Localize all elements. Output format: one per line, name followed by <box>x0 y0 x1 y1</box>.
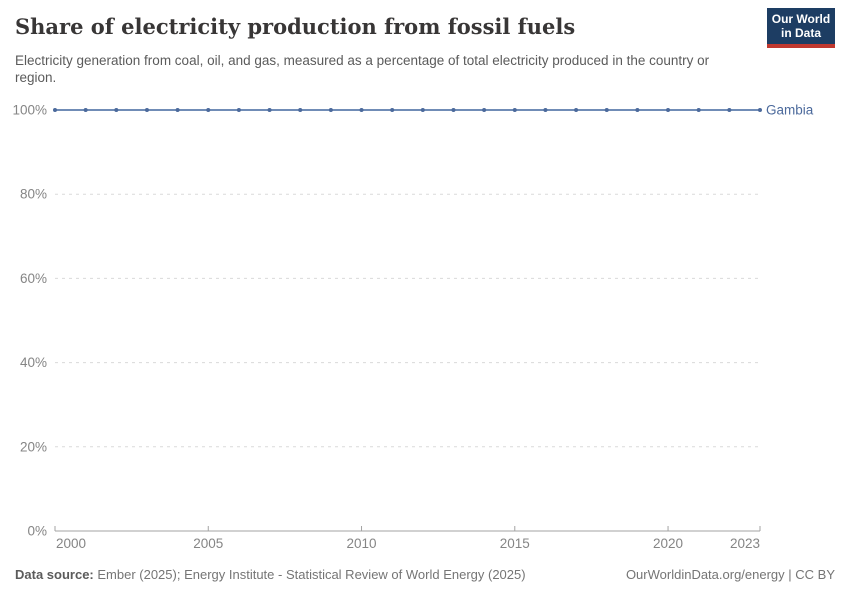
data-point-2015 <box>512 108 517 112</box>
data-point-2011 <box>390 108 395 112</box>
data-point-2012 <box>420 108 425 112</box>
owid-logo: Our World in Data <box>767 8 835 48</box>
data-point-2007 <box>267 108 272 112</box>
data-point-2016 <box>543 108 548 112</box>
chart-title: Share of electricity production from fos… <box>15 14 576 39</box>
data-point-2006 <box>236 108 241 112</box>
data-point-2021 <box>696 108 701 112</box>
owid-logo-line1: Our World <box>771 12 831 26</box>
y-tick-label-0: 0% <box>27 524 47 539</box>
data-point-2001 <box>83 108 88 112</box>
y-tick-label-20: 20% <box>20 439 47 454</box>
chart-footer: Data source: Ember (2025); Energy Instit… <box>15 567 835 582</box>
gridlines <box>55 109 760 448</box>
x-tick-label-2005: 2005 <box>193 536 223 551</box>
y-tick-label-40: 40% <box>20 355 47 370</box>
data-point-2008 <box>298 108 303 112</box>
data-point-2004 <box>175 108 180 112</box>
x-tick-label-2023: 2023 <box>730 536 760 551</box>
data-point-2003 <box>144 108 149 112</box>
data-point-2002 <box>114 108 119 112</box>
series-gambia: Gambia <box>53 103 814 118</box>
chart-subtitle: Electricity generation from coal, oil, a… <box>15 53 710 85</box>
data-source-text: Ember (2025); Energy Institute - Statist… <box>93 567 526 582</box>
data-point-2005 <box>206 108 211 112</box>
data-source-line: Data source: Ember (2025); Energy Instit… <box>15 567 526 582</box>
x-tick-label-2020: 2020 <box>653 536 683 551</box>
x-axis-tick-labels: 2000 2005 2010 2015 2020 2023 <box>56 536 760 551</box>
x-tick-label-2000: 2000 <box>56 536 86 551</box>
y-tick-label-100: 100% <box>12 103 47 118</box>
data-point-2009 <box>328 108 333 112</box>
data-point-2019 <box>635 108 640 112</box>
y-axis-tick-labels: 0% 20% 40% 60% 80% 100% <box>12 103 47 539</box>
data-point-2013 <box>451 108 456 112</box>
y-tick-label-60: 60% <box>20 271 47 286</box>
data-point-2010 <box>359 108 364 112</box>
x-tick-label-2010: 2010 <box>346 536 376 551</box>
data-point-2022 <box>727 108 732 112</box>
data-point-2000 <box>53 108 57 112</box>
y-tick-label-80: 80% <box>20 187 47 202</box>
data-point-2017 <box>574 108 579 112</box>
data-point-2014 <box>482 108 487 112</box>
owid-logo-line2: in Data <box>780 26 821 40</box>
x-axis <box>54 526 761 532</box>
series-label-gambia: Gambia <box>766 103 814 118</box>
data-point-2023 <box>758 108 762 112</box>
data-source-label: Data source: <box>15 567 94 582</box>
data-point-2018 <box>604 108 609 112</box>
credit-line: OurWorldinData.org/energy | CC BY <box>625 567 835 582</box>
data-point-2020 <box>666 108 671 112</box>
x-tick-label-2015: 2015 <box>500 536 530 551</box>
